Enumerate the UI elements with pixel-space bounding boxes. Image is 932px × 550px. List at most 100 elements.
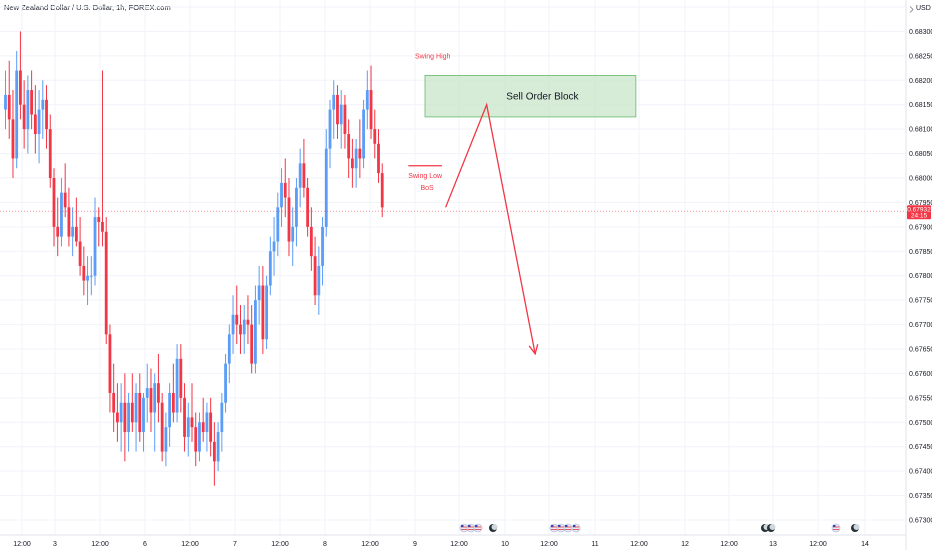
candle — [350, 138, 354, 188]
candle — [48, 114, 52, 188]
candle-body — [56, 226, 60, 237]
price-axis[interactable]: USD 0.68300 0.68250 0.68200 0.68150 0.68100 0.… — [905, 0, 932, 550]
us-flag-icon-canton — [475, 525, 478, 527]
candle-body — [138, 392, 142, 433]
moon-event-icon — [851, 524, 860, 532]
us-flag-icon-canton — [461, 525, 464, 527]
candle-body — [134, 392, 138, 423]
candle — [205, 402, 209, 452]
candle — [365, 70, 369, 130]
price-tick-label: 0.68000 — [909, 176, 932, 183]
candle — [97, 207, 101, 247]
candle — [212, 422, 216, 486]
candle-body — [209, 412, 213, 442]
candle-body — [71, 226, 75, 237]
candle — [116, 383, 119, 442]
candle — [280, 168, 283, 227]
candle — [134, 383, 138, 452]
time-tick-label: 12:00 — [271, 541, 289, 548]
candle — [328, 99, 332, 169]
us-flag-icon — [571, 523, 581, 533]
candle — [142, 392, 145, 452]
time-tick-label: 8 — [323, 541, 327, 548]
time-tick-label: 12:00 — [720, 541, 738, 548]
candle-body — [52, 178, 56, 227]
price-tick-label: 0.67400 — [909, 469, 932, 476]
candle — [138, 373, 142, 442]
candle — [130, 373, 134, 433]
candle — [157, 353, 160, 423]
candle-body — [272, 241, 276, 252]
time-tick-label: 12:00 — [13, 541, 31, 548]
moon-event-icon-crescent — [769, 524, 776, 530]
candle-body — [127, 402, 130, 433]
candle-body — [350, 158, 354, 169]
candle — [149, 368, 153, 433]
candle-body — [15, 70, 19, 159]
candle — [250, 305, 254, 374]
candle — [15, 50, 19, 169]
candle-body — [97, 217, 101, 222]
candle — [295, 178, 298, 247]
candle — [291, 207, 295, 266]
candle — [67, 187, 71, 247]
price-tick-label: 0.67750 — [909, 298, 932, 305]
candle-body — [26, 90, 30, 130]
candle-body — [149, 388, 153, 413]
time-tick-label: 6 — [143, 541, 147, 548]
candle-body — [175, 358, 179, 413]
candle-body — [332, 94, 336, 110]
current-price-countdown: 24:15 — [911, 213, 928, 220]
currency-label: USD — [916, 5, 931, 12]
moon-event-icon — [767, 524, 776, 532]
candle-body — [164, 427, 168, 452]
price-tick-label: 0.68300 — [909, 29, 932, 36]
sell-order-block-zone — [424, 75, 637, 118]
candle — [268, 236, 272, 296]
candle — [164, 412, 168, 467]
candle — [78, 217, 82, 276]
candle — [52, 168, 56, 247]
candle — [235, 285, 239, 345]
candle-body — [212, 441, 216, 462]
candle-body — [153, 383, 157, 413]
candle — [112, 363, 116, 433]
candle-body — [123, 402, 127, 433]
time-tick-label: 14 — [861, 541, 869, 548]
us-flag-icon-canton — [551, 525, 554, 527]
candle-body — [216, 432, 220, 462]
us-flag-icon — [831, 523, 841, 533]
candle-body — [220, 402, 224, 433]
candle-body — [276, 207, 280, 242]
candle-body — [321, 226, 324, 266]
candle — [339, 90, 343, 149]
currency-chevron-icon[interactable] — [909, 6, 914, 13]
us-flag-icon-canton — [573, 525, 576, 527]
candle-body — [108, 334, 112, 393]
price-tick-label: 0.68050 — [909, 151, 932, 158]
us-flag-icon — [549, 523, 559, 533]
time-tick-label: 12:00 — [181, 541, 199, 548]
candle-body — [309, 226, 313, 257]
price-tick-label: 0.67850 — [909, 249, 932, 256]
candle-body — [93, 217, 97, 276]
current-price-tag — [907, 205, 931, 220]
us-flag-icon — [563, 523, 573, 533]
candle — [19, 31, 22, 120]
candle-body — [19, 70, 22, 105]
candle — [287, 178, 291, 257]
candle-body — [190, 417, 194, 428]
current-price-value: 0.67932 — [907, 207, 931, 214]
candle — [56, 197, 60, 257]
candle — [4, 70, 7, 130]
candle — [298, 148, 302, 208]
us-flag-icon-canton — [558, 525, 561, 527]
time-tick-label: 10 — [501, 541, 509, 548]
candle — [63, 163, 67, 218]
candle — [153, 373, 157, 452]
candle — [127, 392, 130, 452]
candle — [93, 197, 97, 286]
price-tick-label: 0.67550 — [909, 395, 932, 402]
time-axis[interactable]: 12:00 3 12:00 6 12:00 7 12:00 8 12:00 9 12:00 10 12:… — [0, 534, 906, 548]
